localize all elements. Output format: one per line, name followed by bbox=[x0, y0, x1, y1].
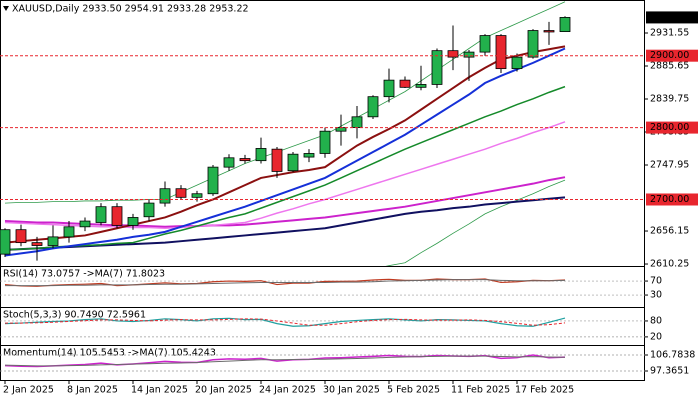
indicator-line bbox=[4, 317, 566, 327]
candle-body bbox=[0, 229, 11, 255]
y-tick-label: 2747.95 bbox=[650, 160, 689, 171]
candle-body bbox=[255, 148, 267, 162]
candle-body bbox=[95, 206, 107, 223]
candle-body bbox=[463, 51, 475, 58]
x-tick-label: 24 Jan 2025 bbox=[259, 385, 316, 396]
candle-body bbox=[335, 127, 347, 132]
y-tick-label: 2839.75 bbox=[650, 94, 689, 105]
y-tick-label: 2656.15 bbox=[650, 226, 689, 237]
price-level-box bbox=[646, 121, 698, 134]
candle-body bbox=[511, 56, 523, 70]
y-tick-label: 30 bbox=[650, 290, 662, 301]
candle-body bbox=[431, 50, 443, 85]
candle-body bbox=[319, 130, 331, 154]
y-tick-label: 70 bbox=[650, 276, 662, 287]
candle-body bbox=[495, 35, 507, 70]
candle-body bbox=[479, 35, 491, 53]
candle-body bbox=[111, 206, 123, 226]
panel-title: RSI(14) 73.0757 ->MA(7) 71.8023 bbox=[3, 269, 165, 280]
candle-body bbox=[559, 17, 571, 33]
y-tick-label: 2885.65 bbox=[650, 61, 689, 72]
candle-body bbox=[303, 153, 315, 158]
candle-body bbox=[543, 30, 555, 33]
candle-body bbox=[447, 50, 459, 58]
x-tick-label: 17 Feb 2025 bbox=[515, 385, 574, 396]
candle-body bbox=[191, 193, 203, 198]
x-tick-label: 8 Jan 2025 bbox=[67, 385, 118, 396]
indicator-line bbox=[4, 121, 566, 230]
candle-body bbox=[63, 226, 75, 238]
candle-body bbox=[223, 157, 235, 168]
indicator-line bbox=[4, 176, 566, 228]
candle-body bbox=[47, 236, 59, 246]
y-tick-label: 2931.55 bbox=[650, 28, 689, 39]
y-tick-label: 97.3651 bbox=[650, 366, 689, 377]
panel-title: Stoch(5,3,3) 90.7490 72.5961 bbox=[3, 310, 146, 321]
plot-frame bbox=[0, 0, 645, 381]
price-level-label: 2800.00 bbox=[650, 122, 689, 133]
last-price-box bbox=[646, 11, 698, 24]
indicator-line bbox=[5, 279, 566, 287]
price-level-label: 2900.00 bbox=[650, 50, 689, 61]
price-level-box bbox=[646, 193, 698, 206]
price-level-label: 2700.00 bbox=[650, 194, 689, 205]
candle-body bbox=[207, 166, 219, 195]
x-tick-label: 5 Feb 2025 bbox=[387, 385, 440, 396]
candle-body bbox=[271, 148, 283, 172]
last-price-label: 2953.22 bbox=[650, 12, 689, 23]
candle-body bbox=[15, 229, 27, 244]
candle-body bbox=[127, 217, 139, 226]
y-tick-label: 2610.25 bbox=[650, 259, 689, 270]
candle-body bbox=[159, 188, 171, 204]
x-tick-label: 30 Jan 2025 bbox=[323, 385, 380, 396]
candle-body bbox=[367, 96, 379, 118]
x-tick-label: 20 Jan 2025 bbox=[195, 385, 252, 396]
x-tick-label: 14 Jan 2025 bbox=[131, 385, 188, 396]
price-level-box bbox=[646, 49, 698, 62]
indicator-line bbox=[4, 1, 566, 204]
panel-title: Momentum(14) 105.5453 ->MA(7) 105.4243 bbox=[3, 348, 216, 359]
collapse-icon bbox=[3, 6, 9, 11]
candle-body bbox=[31, 242, 43, 246]
panel-title: XAUUSD,Daily 2933.50 2954.91 2933.28 295… bbox=[12, 4, 249, 15]
y-tick-label: 80 bbox=[650, 315, 662, 326]
candle-body bbox=[79, 220, 91, 228]
candle-body bbox=[143, 202, 155, 218]
candle-body bbox=[175, 188, 187, 198]
indicator-line bbox=[4, 47, 566, 257]
indicator-line bbox=[5, 318, 566, 326]
indicator-line bbox=[385, 179, 566, 266]
candle-body bbox=[527, 30, 539, 58]
chart-layer: XAUUSD,Daily 2933.50 2954.91 2933.28 295… bbox=[0, 1, 698, 396]
candle-body bbox=[383, 79, 395, 98]
indicator-line bbox=[4, 355, 566, 367]
x-tick-label: 11 Feb 2025 bbox=[451, 385, 510, 396]
x-tick-label: 2 Jan 2025 bbox=[3, 385, 54, 396]
y-tick-label: 106.7838 bbox=[650, 349, 695, 360]
candle-body bbox=[399, 79, 411, 88]
candle-body bbox=[287, 153, 299, 172]
candle-body bbox=[239, 158, 251, 162]
indicator-line bbox=[4, 45, 566, 244]
candle-body bbox=[351, 116, 363, 128]
y-tick-label: 20 bbox=[650, 331, 662, 342]
candle-body bbox=[415, 84, 427, 88]
